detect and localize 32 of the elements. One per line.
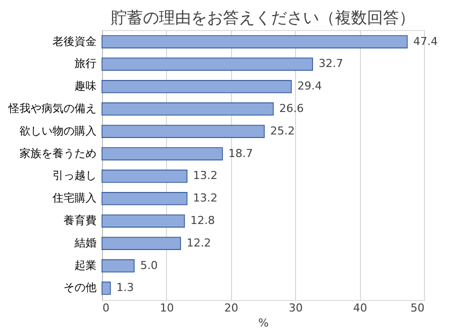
y-tick-label: 結婚 bbox=[74, 236, 96, 250]
y-tick-label: 住宅購入 bbox=[52, 192, 96, 205]
y-tick-label: 旅行 bbox=[74, 57, 96, 70]
x-tick-label: 10 bbox=[160, 302, 174, 314]
data-label: 25.2 bbox=[270, 124, 295, 138]
y-tick-label: 趣味 bbox=[74, 80, 96, 93]
chart-title: 貯蓄の理由をお答えください（複数回答） bbox=[111, 8, 415, 27]
x-tick-label: 30 bbox=[288, 302, 303, 314]
data-label: 47.4 bbox=[413, 34, 438, 48]
x-axis-title: % bbox=[258, 316, 269, 330]
data-label: 5.0 bbox=[140, 258, 158, 272]
data-label: 12.2 bbox=[186, 236, 212, 250]
y-tick-label: 老後資金 bbox=[52, 34, 96, 48]
data-label: 18.7 bbox=[228, 146, 253, 160]
data-label: 29.4 bbox=[297, 80, 322, 93]
y-tick-label: 怪我や病気の備え bbox=[8, 102, 96, 115]
y-tick-label: 欲しい物の購入 bbox=[20, 124, 96, 138]
y-tick-label: 起業 bbox=[74, 258, 96, 272]
y-tick-label: 家族を養うため bbox=[20, 146, 96, 160]
data-label: 12.8 bbox=[190, 214, 215, 228]
data-label: 13.2 bbox=[193, 192, 218, 205]
x-tick-label: 40 bbox=[353, 302, 368, 314]
y-tick-label: その他 bbox=[64, 281, 96, 294]
x-tick-label: 0 bbox=[102, 302, 110, 314]
y-tick-label: 引っ越し bbox=[52, 169, 96, 182]
data-label: 26.6 bbox=[279, 102, 304, 115]
data-label: 1.3 bbox=[116, 281, 134, 294]
data-label: 13.2 bbox=[193, 169, 218, 182]
x-tick-label: 20 bbox=[224, 302, 238, 314]
y-tick-label: 養育費 bbox=[64, 214, 96, 228]
x-tick-label: 50 bbox=[410, 302, 424, 314]
data-label: 32.7 bbox=[318, 57, 344, 70]
